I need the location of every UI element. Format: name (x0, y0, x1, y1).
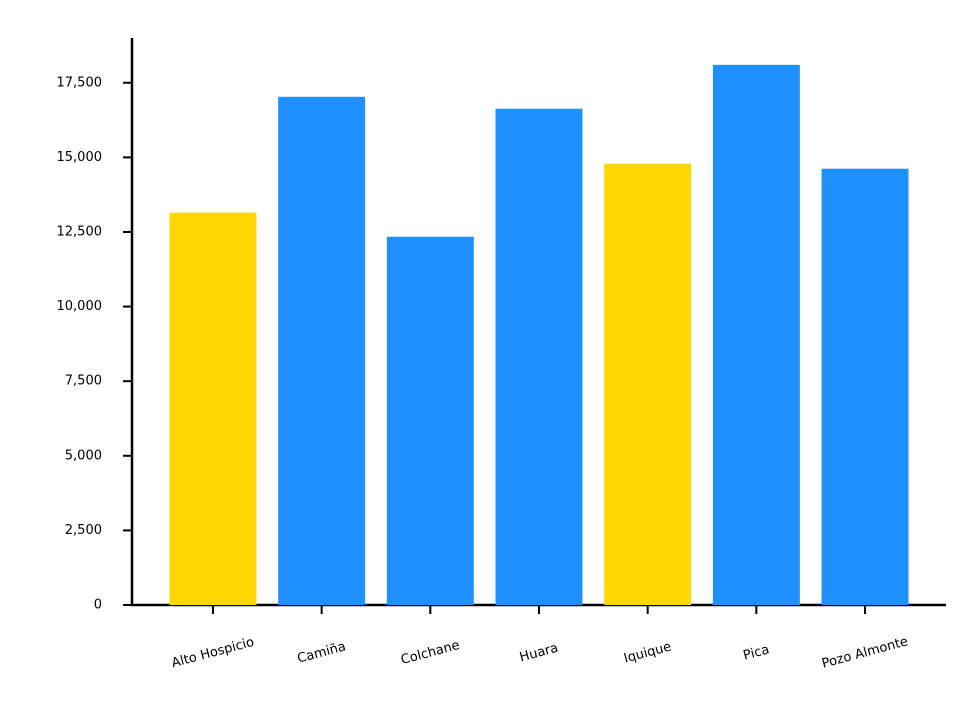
bar (821, 168, 909, 605)
x-tick-label: Pica (742, 642, 771, 663)
bar (604, 163, 692, 606)
x-tick-label: Camiña (296, 639, 348, 666)
x-tick-label: Alto Hospicio (170, 635, 256, 671)
bar (278, 96, 366, 606)
y-tick-label: 15,000 (57, 150, 103, 165)
y-tick-label: 0 (94, 598, 102, 613)
x-tick-label: Iquique (622, 639, 673, 666)
bar (386, 236, 474, 606)
bar (169, 212, 257, 606)
y-tick-label: 12,500 (57, 224, 103, 239)
y-tick-label: 7,500 (65, 374, 102, 389)
y-tick-label: 2,500 (65, 523, 102, 538)
y-tick-label: 5,000 (65, 448, 102, 463)
y-tick-label: 10,000 (57, 299, 103, 314)
y-tick-label: 17,500 (57, 75, 103, 90)
x-tick-label: Colchane (399, 638, 461, 668)
bar (495, 108, 583, 605)
x-tick-label: Pozo Almonte (820, 634, 910, 671)
bar (712, 64, 800, 605)
x-tick-label: Huara (518, 641, 560, 666)
